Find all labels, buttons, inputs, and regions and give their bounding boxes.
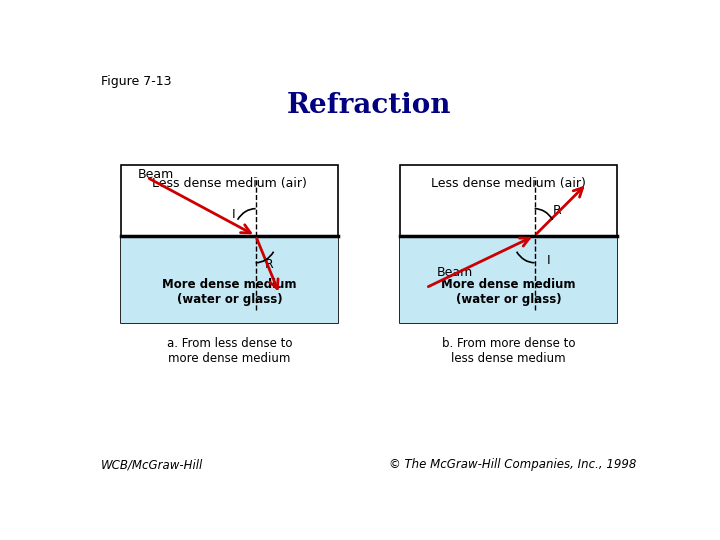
Bar [400, 235, 617, 322]
Text: Less dense medium (air): Less dense medium (air) [431, 177, 586, 190]
Text: b. From more dense to
less dense medium: b. From more dense to less dense medium [442, 337, 575, 365]
Text: © The McGraw-Hill Companies, Inc., 1998: © The McGraw-Hill Companies, Inc., 1998 [390, 458, 637, 471]
Bar [400, 165, 617, 322]
Text: More dense medium
(water or glass): More dense medium (water or glass) [162, 278, 297, 306]
Text: Beam: Beam [138, 167, 174, 180]
Text: More dense medium
(water or glass): More dense medium (water or glass) [441, 278, 576, 306]
Text: Refraction: Refraction [287, 92, 451, 119]
Text: Less dense medium (air): Less dense medium (air) [152, 177, 307, 190]
Text: I: I [546, 254, 550, 267]
Text: R: R [552, 204, 562, 217]
Text: Figure 7-13: Figure 7-13 [101, 75, 171, 88]
Text: I: I [232, 208, 235, 221]
Text: R: R [265, 258, 274, 271]
Text: Beam: Beam [437, 266, 473, 279]
Text: WCB/McGraw-Hill: WCB/McGraw-Hill [101, 458, 204, 471]
Text: a. From less dense to
more dense medium: a. From less dense to more dense medium [167, 337, 292, 365]
Bar [121, 235, 338, 322]
Bar [121, 165, 338, 322]
